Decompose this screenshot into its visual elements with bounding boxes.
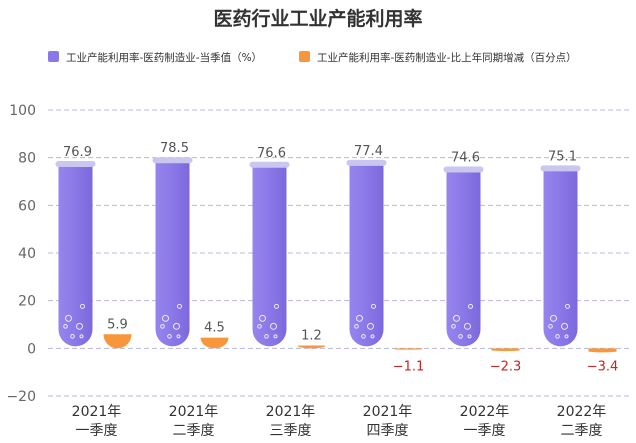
tube-bubble (564, 334, 569, 339)
y-tick-label: 40 (18, 246, 36, 262)
tube-bubble (555, 334, 560, 339)
tube-bubble (565, 303, 570, 309)
tube-bubble (361, 334, 366, 339)
tube-bubble (468, 303, 473, 309)
yoy-change-value: −3.4 (587, 359, 619, 374)
yoy-change-bar (394, 348, 423, 350)
tube-bubble (173, 322, 180, 330)
capacity-utilization-bar (58, 165, 93, 347)
tube-bubble (176, 334, 181, 339)
yoy-change-bar (103, 334, 132, 349)
tube-bubble (273, 334, 278, 339)
x-category-year: 2021年 (266, 404, 316, 420)
test-tube-rim (55, 161, 96, 168)
tube-bubble (177, 303, 182, 309)
tube-bubble (467, 334, 472, 339)
yoy-change-value: 1.2 (301, 328, 322, 343)
tube-bubble (354, 324, 359, 329)
legend-swatch-yoy-change (299, 51, 310, 62)
tube-bubble (550, 314, 557, 322)
y-tick-label: 20 (18, 294, 36, 310)
capacity-utilization-value: 75.1 (548, 149, 577, 164)
bars: 76.9 5.9 78.5 4.5 76.6 1.2 77.4 −1.1 74.6 −2.3 75.… (55, 141, 619, 374)
capacity-utilization-bar (446, 170, 481, 347)
grid (48, 109, 630, 397)
tube-bubble (76, 322, 83, 330)
tube-bubble (371, 303, 376, 309)
tube-bubble (548, 324, 553, 329)
y-tick-label: −20 (6, 389, 36, 405)
test-tube-rim (346, 159, 387, 166)
capacity-utilization-bar (349, 163, 384, 347)
x-category-year: 2022年 (557, 404, 607, 420)
tube-bubble (458, 334, 463, 339)
x-category-quarter: 一季度 (76, 423, 118, 439)
y-tick-label: 60 (18, 198, 36, 214)
tube-bubble (63, 324, 68, 329)
tube-bubble (79, 334, 84, 339)
tube-bubble (80, 303, 85, 309)
x-category-year: 2021年 (363, 404, 413, 420)
legend-swatch-capacity-utilization (48, 51, 59, 62)
tube-bubble (160, 324, 165, 329)
capacity-utilization-value: 78.5 (160, 141, 189, 156)
tube-bubble (259, 314, 266, 322)
yoy-change-value: 4.5 (204, 321, 225, 336)
yoy-change-value: −1.1 (393, 359, 425, 374)
tube-bubble (167, 334, 172, 339)
yoy-change-bar (588, 348, 617, 353)
x-category-quarter: 四季度 (367, 423, 409, 439)
yoy-change-value: −2.3 (490, 359, 522, 374)
tube-bubble (561, 322, 568, 330)
capacity-utilization-bar (155, 161, 190, 347)
legend-label-yoy-change: 工业产能利用率-医药制造业-比上年同期增减（百分点） (317, 51, 577, 64)
tube-bubble (270, 322, 277, 330)
tube-bubble (70, 334, 75, 339)
test-tube-rim (152, 157, 193, 164)
test-tube-rim (540, 165, 581, 172)
tube-bubble (356, 314, 363, 322)
capacity-utilization-value: 74.6 (451, 151, 480, 166)
y-tick-label: 80 (18, 151, 36, 167)
x-category-year: 2021年 (72, 404, 122, 420)
tube-bubble (274, 303, 279, 309)
chart-title: 医药行业工业产能利用率 (213, 7, 422, 30)
yoy-change-bar (491, 348, 520, 352)
y-tick-label: 0 (27, 341, 36, 357)
x-category-quarter: 二季度 (561, 423, 603, 439)
y-tick-label: 100 (9, 103, 36, 119)
capacity-utilization-value: 77.4 (354, 144, 383, 159)
x-category-quarter: 二季度 (173, 423, 215, 439)
x-category-quarter: 三季度 (270, 423, 312, 439)
tube-bubble (257, 324, 262, 329)
yoy-change-value: 5.9 (107, 317, 128, 332)
tube-bubble (464, 322, 471, 330)
yoy-change-bar (200, 337, 229, 349)
x-category-year: 2021年 (169, 404, 219, 420)
x-category-quarter: 一季度 (464, 423, 506, 439)
tube-bubble (65, 314, 72, 322)
y-axis: 100 80 60 40 20 0 −20 (6, 103, 36, 405)
tube-bubble (451, 324, 456, 329)
x-category-year: 2022年 (460, 404, 510, 420)
capacity-utilization-value: 76.9 (63, 145, 92, 160)
tube-bubble (453, 314, 460, 322)
legend: 工业产能利用率-医药制造业-当季值（%） 工业产能利用率-医药制造业-比上年同期… (48, 51, 577, 64)
capacity-utilization-value: 76.6 (257, 146, 286, 161)
legend-label-capacity-utilization: 工业产能利用率-医药制造业-当季值（%） (66, 51, 262, 64)
tube-bubble (162, 314, 169, 322)
tube-bubble (367, 322, 374, 330)
test-tube-rim (249, 161, 290, 168)
yoy-change-bar (297, 345, 326, 349)
capacity-utilization-bar (543, 169, 578, 347)
tube-bubble (370, 334, 375, 339)
tube-bubble (264, 334, 269, 339)
test-tube-rim (443, 166, 484, 173)
capacity-utilization-bar (252, 165, 287, 347)
